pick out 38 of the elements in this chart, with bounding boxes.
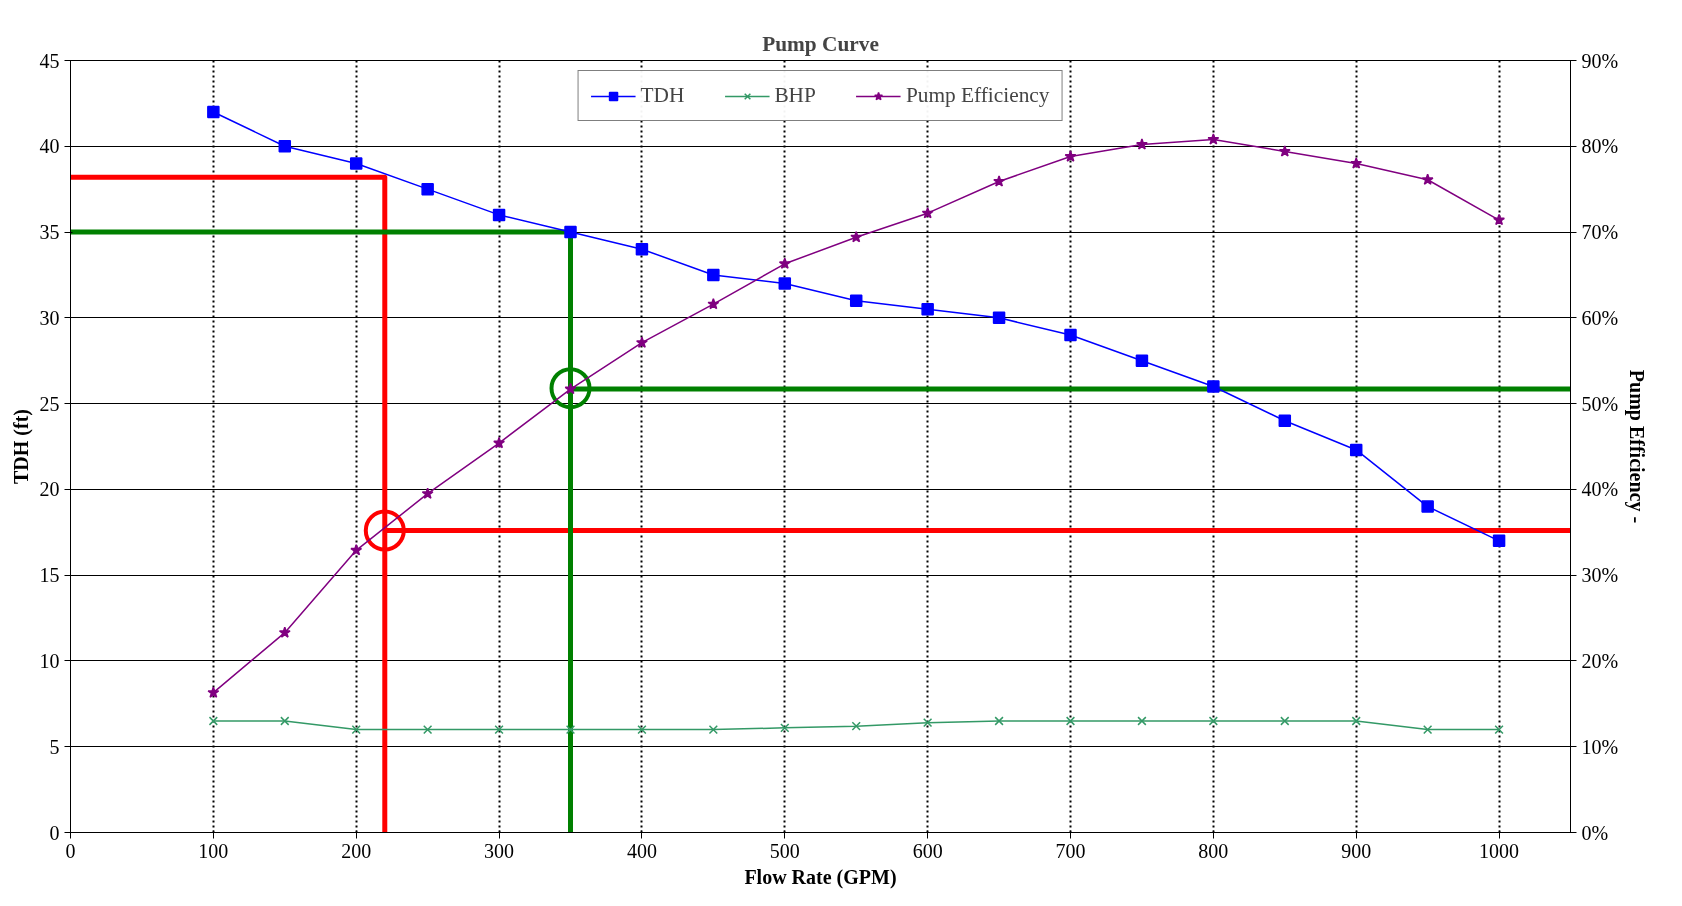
x-tick-label: 200 xyxy=(341,839,372,862)
y2-tick-label: 10% xyxy=(1581,735,1619,758)
x-tick-label: 600 xyxy=(912,839,943,862)
x-tick-label: 700 xyxy=(1055,839,1086,862)
y-tick-label: 25 xyxy=(39,392,60,415)
y2-axis-title: Pump Efficiency - xyxy=(1625,369,1649,524)
y-tick-label: 20 xyxy=(39,478,60,501)
y2-tick-label: 0% xyxy=(1581,821,1609,844)
x-tick-label: 300 xyxy=(484,839,515,862)
y-tick-label: 35 xyxy=(39,221,60,244)
y2-tick-label: 40% xyxy=(1581,478,1619,501)
y2-tick-label: 60% xyxy=(1581,306,1619,329)
y-tick-label: 10 xyxy=(39,649,60,672)
legend-label: TDH xyxy=(640,83,685,108)
y-tick-label: 15 xyxy=(39,564,60,587)
x-tick-label: 900 xyxy=(1341,839,1372,862)
y2-tick-label: 20% xyxy=(1581,649,1619,672)
y-tick-label: 5 xyxy=(49,735,60,758)
y-tick-label: 0 xyxy=(49,821,60,844)
y-tick-label: 40 xyxy=(39,135,60,158)
legend-label: BHP xyxy=(774,83,816,108)
y-tick-label: 30 xyxy=(39,306,60,329)
y-axis-title: TDH (ft) xyxy=(9,409,33,484)
legend-label: Pump Efficiency xyxy=(905,83,1050,108)
x-tick-label: 1000 xyxy=(1479,839,1520,862)
x-tick-label: 400 xyxy=(626,839,657,862)
y2-tick-label: 80% xyxy=(1581,135,1619,158)
y2-tick-label: 30% xyxy=(1581,564,1619,587)
x-tick-label: 0 xyxy=(65,839,76,862)
y2-tick-label: 90% xyxy=(1581,49,1619,72)
x-tick-label: 800 xyxy=(1198,839,1229,862)
x-tick-label: 500 xyxy=(769,839,800,862)
y2-tick-label: 50% xyxy=(1581,392,1619,415)
chart-title: Pump Curve xyxy=(762,31,879,56)
y-tick-label: 45 xyxy=(39,49,60,72)
y2-tick-label: 70% xyxy=(1581,221,1619,244)
x-tick-label: 100 xyxy=(198,839,229,862)
x-axis-title: Flow Rate (GPM) xyxy=(744,865,897,889)
